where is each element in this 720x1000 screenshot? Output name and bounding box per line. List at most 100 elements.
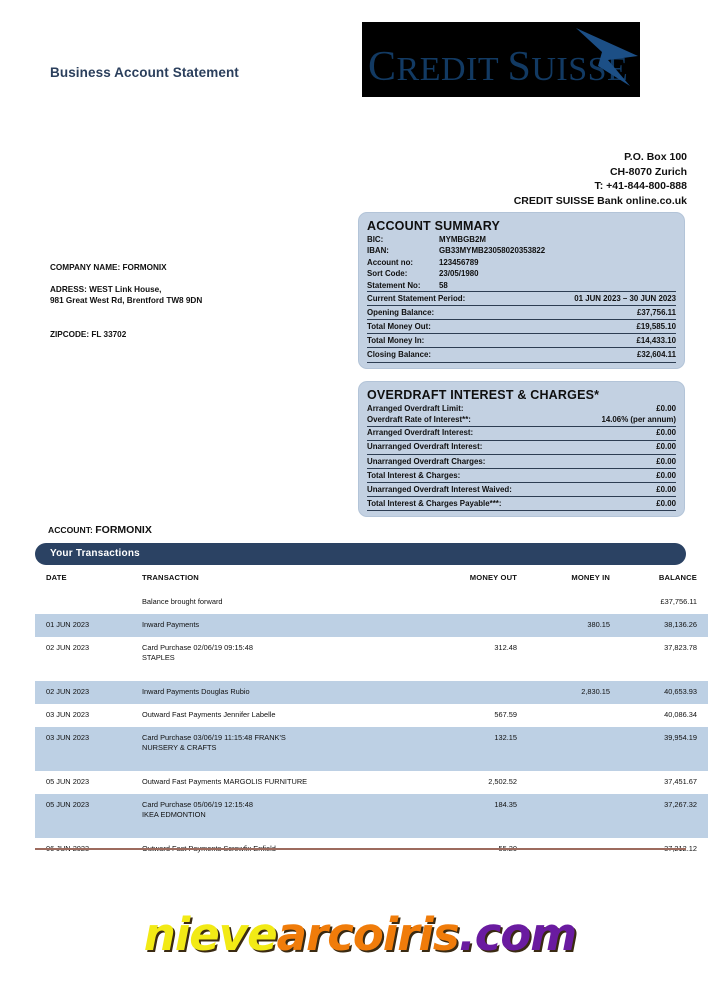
overdraft-value: £0.00: [656, 470, 676, 480]
transaction-desc-line-1: Outward Fast Payments Jennifer Labelle: [142, 710, 276, 719]
overdraft-row: Overdraft Rate of Interest**: 14.06% (per…: [367, 414, 676, 425]
overdraft-row: Unarranged Overdraft Interest Waived: £0.…: [367, 482, 676, 496]
cell-money-out: 312.48: [494, 643, 517, 652]
table-row: 02 JUN 2023 Inward Payments Douglas Rubio…: [35, 681, 708, 704]
summary-balance-row: Current Statement Period: 01 JUN 2023 – 3…: [367, 291, 676, 305]
summary-balance-label: Total Money In:: [367, 335, 425, 345]
summary-field-value: 58: [439, 280, 448, 290]
summary-balance-value: £19,585.10: [636, 321, 677, 331]
table-header-row: DATE TRANSACTION MONEY OUT MONEY IN BALA…: [35, 570, 708, 591]
cell-money-in: [517, 591, 610, 614]
page-title: Business Account Statement: [50, 65, 239, 80]
watermark-part-one: nieve: [143, 908, 278, 961]
cell-money-out: 567.59: [494, 710, 517, 719]
transaction-desc-line-1: Inward Payments Douglas Rubio: [142, 687, 250, 696]
table-row: 05 JUN 2023 Outward Fast Payments MARGOLI…: [35, 771, 708, 794]
summary-field-value: 23/05/1980: [439, 269, 479, 279]
summary-balance-value: £37,756.11: [636, 307, 676, 317]
your-transactions-bar: Your Transactions: [35, 543, 686, 565]
transaction-desc-line-2: IKEA EDMONTION: [142, 810, 206, 819]
summary-field-row: Statement No: 58: [367, 280, 676, 291]
overdraft-label: Arranged Overdraft Limit:: [367, 404, 464, 413]
summary-balance-label: Current Statement Period:: [367, 293, 466, 303]
account-summary-panel: ACCOUNT SUMMARY BIC: MYMBGB2M IBAN: GB33MYM…: [358, 212, 685, 369]
summary-field-label: Statement No:: [367, 280, 421, 290]
bank-address-line-2: CH-8070 Zurich: [609, 165, 687, 178]
cell-money-in: 380.15: [517, 614, 610, 637]
overdraft-label: Arranged Overdraft Interest:: [367, 428, 474, 438]
cell-money-out: [412, 681, 517, 704]
customer-address-line-1: ADRESS: WEST Link House,: [50, 285, 162, 294]
summary-field-label: BIC:: [367, 235, 384, 244]
watermark-part-three: .com: [458, 908, 578, 961]
cell-money-in: [517, 794, 610, 838]
summary-field-row: BIC: MYMBGB2M: [367, 234, 676, 245]
summary-field-value: 123456789: [439, 257, 479, 267]
sail-icon: [576, 28, 638, 86]
column-header-balance: BALANCE: [658, 573, 697, 582]
cell-money-in: [517, 704, 610, 727]
summary-balance-label: Total Money Out:: [367, 321, 431, 331]
transaction-desc-line-1: Card Purchase 05/06/19 12:15:48: [142, 800, 253, 809]
column-header-money-out: MONEY OUT: [469, 573, 517, 582]
transaction-desc-line-1: Card Purchase 03/06/19 11:15:48 FRANK'S: [142, 733, 286, 742]
logo-word-one-rest: REDIT: [396, 51, 499, 88]
overdraft-label: Overdraft Rate of Interest**:: [367, 415, 471, 425]
cell-balance: 37,267.32: [610, 794, 708, 838]
overdraft-label: Total Interest & Charges Payable***:: [367, 498, 502, 508]
cell-date: 05 JUN 2023: [46, 777, 90, 786]
overdraft-label: Unarranged Overdraft Interest Waived:: [367, 484, 512, 494]
cell-date: 03 JUN 2023: [46, 710, 90, 719]
table-row: 05 JUN 2023 Card Purchase 05/06/19 12:15:…: [35, 794, 708, 838]
column-header-date: DATE: [46, 573, 67, 582]
account-summary-fields: BIC: MYMBGB2M IBAN: GB33MYMB23058020353822 A…: [367, 234, 676, 291]
summary-balance-value: £32,604.11: [636, 349, 676, 359]
overdraft-row: Total Interest & Charges: £0.00: [367, 468, 676, 482]
cell-money-in: [517, 771, 610, 794]
account-summary-title: ACCOUNT SUMMARY: [367, 219, 501, 233]
overdraft-row: Total Interest & Charges Payable***: £0.0…: [367, 496, 676, 512]
cell-balance: 38,136.26: [610, 614, 708, 637]
section-divider: [35, 848, 686, 850]
cell-money-in: [517, 637, 610, 681]
credit-suisse-logo: CREDIT SUISSE: [362, 22, 640, 97]
cell-transaction: Card Purchase 02/06/19 09:15:48 STAPLES: [142, 637, 412, 681]
column-header-transaction: TRANSACTION: [142, 573, 199, 582]
overdraft-value: £0.00: [656, 456, 676, 466]
summary-balance-row: Closing Balance: £32,604.11: [367, 347, 676, 363]
watermark: nievearcoiris.com: [0, 908, 720, 961]
bank-address-line-4: CREDIT SUISSE Bank online.co.uk: [513, 194, 687, 207]
customer-address-line-2: 981 Great West Rd, Brentford TW8 9DN: [50, 296, 203, 305]
summary-balance-row: Total Money In: £14,433.10: [367, 333, 676, 347]
cell-money-in: 2,830.15: [517, 681, 610, 704]
table-row: 02 JUN 2023 Card Purchase 02/06/19 09:15:…: [35, 637, 708, 681]
overdraft-label: Unarranged Overdraft Charges:: [367, 456, 486, 466]
overdraft-value: £0.00: [656, 404, 676, 413]
table-row: 03 JUN 2023 Card Purchase 03/06/19 11:15:…: [35, 727, 708, 771]
overdraft-panel: OVERDRAFT INTEREST & CHARGES* Arranged O…: [358, 381, 685, 518]
overdraft-plain-rows: Arranged Overdraft Limit: £0.00 Overdraft …: [367, 403, 676, 426]
summary-balance-row: Total Money Out: £19,585.10: [367, 319, 676, 333]
bank-address-line-1: P.O. Box 100: [624, 151, 687, 163]
cell-date: 01 JUN 2023: [35, 614, 142, 637]
account-label-name: FORMONIX: [95, 524, 152, 536]
overdraft-value: 14.06% (per annum): [601, 415, 676, 425]
bank-address-line-3: T: +41-844-800-888: [594, 180, 687, 193]
summary-field-row: Account no: 123456789: [367, 257, 676, 268]
transaction-desc-line-2: NURSERY & CRAFTS: [142, 743, 217, 752]
overdraft-value: £0.00: [656, 484, 676, 494]
table-row: Balance brought forward £37,756.11: [35, 591, 708, 614]
cell-date: 03 JUN 2023: [35, 727, 142, 771]
cell-date: [35, 591, 142, 614]
account-label: ACCOUNT: FORMONIX: [48, 524, 152, 536]
your-transactions-label: Your Transactions: [50, 548, 140, 559]
cell-balance: £37,756.11: [660, 597, 697, 606]
summary-balance-label: Closing Balance:: [367, 349, 432, 359]
customer-zipcode: ZIPCODE: FL 33702: [50, 330, 127, 339]
cell-transaction: Outward Fast Payments Jennifer Labelle: [142, 704, 412, 727]
cell-transaction: Inward Payments: [142, 614, 412, 637]
cell-money-out: 132.15: [412, 727, 517, 771]
cell-transaction: Card Purchase 05/06/19 12:15:48 IKEA EDMO…: [142, 794, 412, 838]
cell-money-out: [412, 614, 517, 637]
